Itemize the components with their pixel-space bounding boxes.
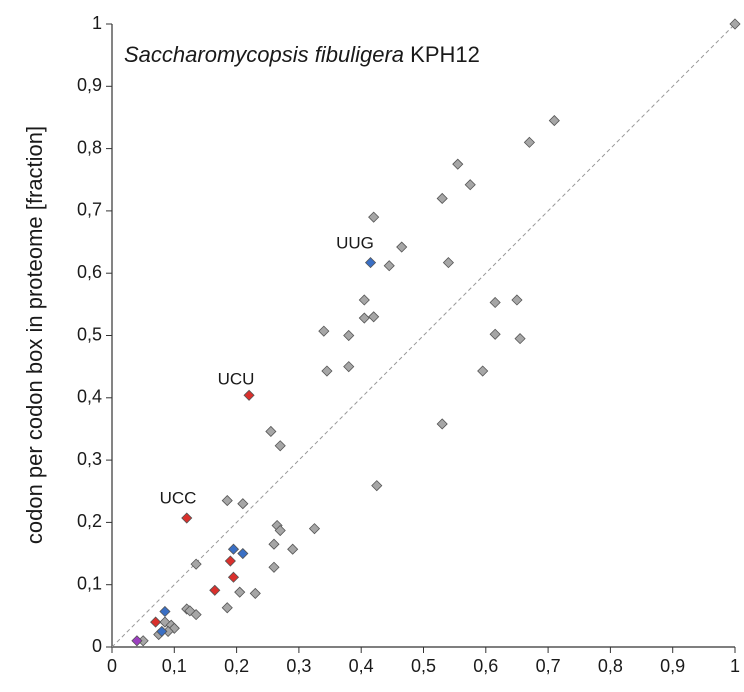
point	[274, 524, 286, 537]
point	[436, 192, 448, 205]
point	[249, 587, 261, 599]
point	[452, 158, 464, 170]
y-tick-label: 1	[92, 13, 102, 33]
point	[131, 635, 143, 647]
x-tick-label: 0,9	[660, 656, 685, 676]
annotation: UCC	[160, 488, 197, 507]
y-tick-label: 0,8	[77, 137, 102, 157]
point	[343, 329, 355, 342]
y-tick-label: 0,2	[77, 511, 102, 531]
point	[368, 211, 380, 223]
point	[321, 365, 333, 377]
point	[268, 561, 280, 573]
point	[181, 512, 193, 524]
point	[237, 547, 249, 560]
x-tick-label: 0,4	[349, 656, 374, 676]
x-tick-label: 0,8	[598, 656, 623, 676]
y-tick-label: 0,5	[77, 324, 102, 344]
point	[234, 586, 246, 598]
point	[436, 418, 448, 430]
chart-title: Saccharomycopsis fibuligera KPH12	[124, 42, 480, 67]
x-tick-label: 0	[107, 656, 117, 676]
point	[150, 616, 162, 628]
point	[523, 136, 535, 148]
point	[190, 609, 202, 621]
point	[274, 440, 286, 452]
x-tick-label: 0,3	[286, 656, 311, 676]
point	[156, 625, 168, 637]
point	[221, 602, 233, 614]
point	[209, 584, 221, 596]
point	[511, 294, 523, 306]
diagonal-line	[111, 23, 736, 648]
point	[489, 328, 501, 340]
point	[343, 361, 355, 373]
point	[477, 365, 489, 377]
point	[729, 18, 741, 30]
y-tick-label: 0	[92, 636, 102, 656]
x-tick-label: 0,1	[162, 656, 187, 676]
y-tick-label: 0,7	[77, 200, 102, 220]
y-tick-label: 0,4	[77, 387, 102, 407]
point	[224, 555, 236, 567]
point	[268, 538, 280, 550]
point	[227, 571, 240, 583]
point	[371, 480, 383, 492]
point	[308, 523, 321, 535]
y-tick-label: 0,1	[77, 573, 102, 593]
x-tick-label: 0,7	[536, 656, 561, 676]
point	[442, 257, 454, 269]
point	[287, 543, 299, 555]
x-tick-label: 1	[730, 656, 740, 676]
point	[227, 543, 240, 555]
title-species: Saccharomycopsis fibuligera	[124, 42, 404, 67]
point	[396, 241, 408, 253]
y-tick-label: 0,3	[77, 449, 102, 469]
point	[265, 425, 277, 438]
point	[190, 558, 202, 570]
point	[368, 311, 380, 323]
point	[548, 114, 560, 127]
point	[464, 179, 476, 191]
x-tick-label: 0,2	[224, 656, 249, 676]
x-tick-label: 0,5	[411, 656, 436, 676]
point	[237, 498, 249, 510]
y-axis-label: codon per codon box in proteome [fractio…	[22, 126, 47, 544]
point	[383, 260, 395, 272]
point	[221, 495, 233, 507]
point	[489, 296, 501, 309]
annotation: UCU	[218, 369, 255, 388]
point	[514, 333, 526, 345]
point	[159, 605, 171, 618]
point	[243, 389, 255, 401]
x-tick-label: 0,6	[473, 656, 498, 676]
title-strain: KPH12	[410, 42, 480, 67]
y-tick-label: 0,9	[77, 75, 102, 95]
annotation: UUG	[336, 233, 374, 252]
point	[364, 257, 377, 269]
y-tick-label: 0,6	[77, 262, 102, 282]
point	[358, 294, 370, 306]
point	[358, 312, 370, 324]
point	[318, 325, 330, 337]
